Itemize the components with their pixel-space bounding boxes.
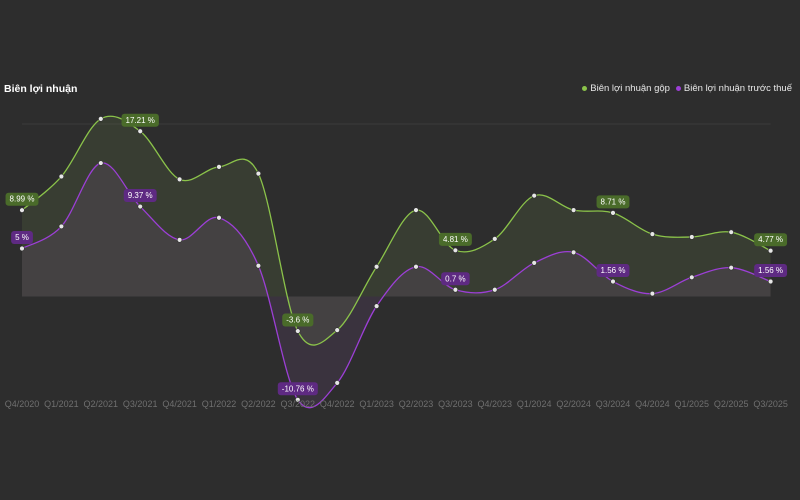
data-point-pretax-7[interactable]: [295, 397, 301, 403]
data-point-gross-8[interactable]: [334, 327, 340, 333]
data-point-pretax-16[interactable]: [649, 290, 656, 297]
data-point-gross-6[interactable]: [255, 170, 262, 177]
data-point-pretax-10[interactable]: [413, 264, 419, 270]
data-point-gross-15[interactable]: [610, 210, 616, 216]
x-tick-label: Q2/2021: [84, 399, 119, 409]
data-point-pretax-17[interactable]: [689, 274, 695, 280]
legend-dot-gross: [582, 86, 588, 91]
data-label-pretax-0: 5 %: [11, 231, 33, 244]
data-point-pretax-8[interactable]: [334, 380, 340, 386]
data-point-gross-4[interactable]: [176, 176, 183, 183]
x-tick-label: Q1/2022: [202, 399, 237, 409]
data-label-pretax-11: 0.7 %: [441, 272, 470, 286]
x-tick-label: Q4/2021: [162, 399, 197, 409]
x-tick-label: Q2/2024: [556, 399, 591, 409]
area-fill-gross: [22, 116, 771, 346]
data-point-pretax-18[interactable]: [728, 265, 734, 271]
svg-text:1.56 %: 1.56 %: [601, 266, 626, 275]
data-point-pretax-11[interactable]: [452, 287, 459, 293]
data-point-pretax-0[interactable]: [19, 245, 25, 252]
data-point-pretax-3[interactable]: [137, 203, 143, 210]
svg-text:4.77 %: 4.77 %: [758, 235, 783, 244]
data-point-gross-18[interactable]: [728, 229, 734, 235]
svg-text:1.56 %: 1.56 %: [758, 266, 783, 275]
chart-legend: Biên lợi nhuận gộp Biên lợi nhuận trước …: [582, 83, 792, 94]
x-tick-label: Q1/2021: [44, 399, 79, 409]
x-tick-label: Q2/2022: [241, 399, 276, 409]
data-label-gross-7: -3.6 %: [282, 313, 314, 327]
x-tick-label: Q3/2023: [438, 399, 473, 409]
x-tick-label: Q3/2022: [281, 399, 316, 409]
data-label-gross-11: 4.81 %: [438, 232, 472, 246]
x-tick-label: Q4/2020: [5, 399, 40, 409]
svg-text:8.99 %: 8.99 %: [10, 195, 35, 204]
svg-text:8.71 %: 8.71 %: [601, 197, 626, 206]
data-label-gross-15: 8.71 %: [596, 195, 630, 209]
data-point-gross-5[interactable]: [216, 164, 222, 170]
data-label-pretax-15: 1.56 %: [596, 264, 630, 278]
x-tick-label: Q2/2023: [399, 399, 434, 409]
data-point-pretax-4[interactable]: [176, 237, 183, 243]
x-tick-label: Q3/2025: [753, 399, 788, 409]
data-point-gross-17[interactable]: [689, 234, 695, 240]
legend-dot-pretax: [675, 86, 681, 91]
data-point-pretax-9[interactable]: [373, 303, 380, 309]
data-point-gross-10[interactable]: [413, 207, 419, 213]
legend-item-pretax[interactable]: Biên lợi nhuận trước thuế: [675, 83, 792, 94]
area-fill-pretax: [22, 162, 771, 408]
svg-text:-3.6 %: -3.6 %: [286, 316, 309, 325]
data-label-gross-3: 17.21 %: [121, 113, 159, 127]
data-point-gross-13[interactable]: [531, 193, 537, 199]
data-point-pretax-14[interactable]: [570, 249, 577, 256]
x-tick-label: Q3/2024: [596, 399, 631, 409]
data-label-pretax-3: 9.37 %: [123, 189, 157, 203]
data-point-pretax-12[interactable]: [492, 287, 498, 293]
data-point-pretax-1[interactable]: [58, 223, 65, 230]
data-point-pretax-19[interactable]: [767, 278, 774, 285]
data-point-gross-14[interactable]: [570, 207, 577, 213]
x-tick-label: Q3/2021: [123, 399, 158, 409]
x-tick-label: Q4/2024: [635, 399, 670, 409]
chart-title: Biên lợi nhuận: [4, 83, 78, 95]
data-point-gross-7[interactable]: [295, 328, 301, 334]
x-tick-label: Q1/2025: [675, 399, 710, 409]
svg-text:9.37 %: 9.37 %: [128, 191, 153, 200]
legend-label-gross: Biên lợi nhuận gộp: [590, 83, 670, 94]
data-point-pretax-13[interactable]: [531, 260, 537, 266]
data-point-gross-12[interactable]: [492, 236, 498, 242]
svg-text:4.81 %: 4.81 %: [443, 235, 468, 244]
data-point-gross-2[interactable]: [98, 116, 104, 122]
data-point-pretax-15[interactable]: [610, 278, 616, 285]
data-label-gross-0: 8.99 %: [5, 192, 39, 206]
legend-item-gross[interactable]: Biên lợi nhuận gộp: [582, 83, 670, 94]
svg-text:5 %: 5 %: [15, 233, 29, 242]
data-point-gross-16[interactable]: [649, 231, 656, 237]
svg-text:17.21 %: 17.21 %: [126, 116, 155, 125]
data-point-gross-9[interactable]: [373, 264, 380, 270]
data-point-pretax-5[interactable]: [216, 215, 222, 221]
data-label-gross-19: 4.77 %: [754, 233, 788, 247]
svg-text:0.7 %: 0.7 %: [445, 274, 465, 283]
data-point-gross-0[interactable]: [19, 207, 25, 213]
x-tick-label: Q4/2022: [320, 399, 355, 409]
data-point-pretax-6[interactable]: [255, 263, 262, 269]
svg-text:-10.76 %: -10.76 %: [282, 384, 314, 393]
data-label-pretax-19: 1.56 %: [754, 264, 788, 278]
x-tick-label: Q1/2023: [359, 399, 394, 409]
legend-label-pretax: Biên lợi nhuận trước thuế: [683, 83, 792, 94]
data-point-pretax-2[interactable]: [98, 160, 104, 166]
x-tick-label: Q4/2023: [478, 399, 513, 409]
data-point-gross-3[interactable]: [137, 128, 143, 134]
data-point-gross-19[interactable]: [767, 248, 774, 254]
data-point-gross-11[interactable]: [452, 247, 459, 254]
data-label-pretax-7: -10.76 %: [277, 382, 318, 396]
x-tick-label: Q2/2025: [714, 399, 749, 409]
x-tick-label: Q1/2024: [517, 399, 552, 409]
data-point-gross-1[interactable]: [58, 173, 65, 180]
